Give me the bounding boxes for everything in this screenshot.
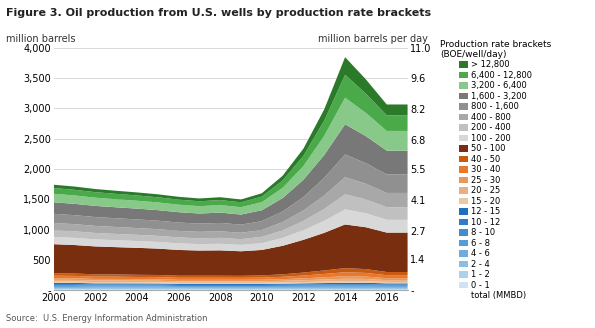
Legend: > 12,800, 6,400 - 12,800, 3,200 - 6,400, 1,600 - 3,200, 800 - 1,600, 400 - 800, : > 12,800, 6,400 - 12,800, 3,200 - 6,400,… [440,40,552,300]
Text: million barrels per day: million barrels per day [318,34,428,44]
Text: Source:  U.S. Energy Information Administration: Source: U.S. Energy Information Administ… [6,314,208,323]
Text: million barrels: million barrels [6,34,76,44]
Text: Figure 3. Oil production from U.S. wells by production rate brackets: Figure 3. Oil production from U.S. wells… [6,8,431,18]
